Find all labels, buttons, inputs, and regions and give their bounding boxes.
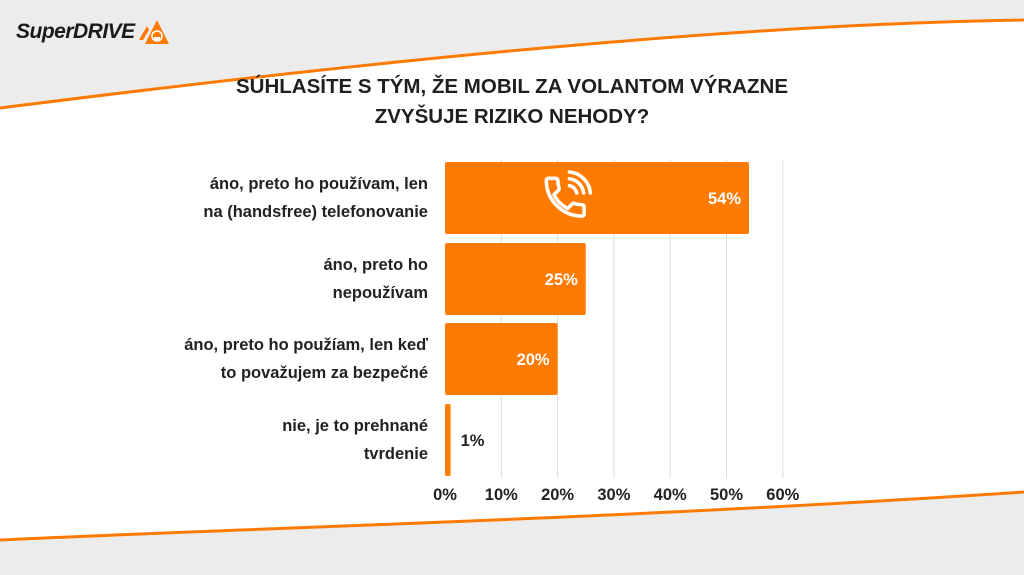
data-label: 20% <box>517 351 550 369</box>
bar <box>445 162 750 234</box>
category-label: na (handsfree) telefonovanie <box>203 203 428 221</box>
chart-title: SÚHLASÍTE S TÝM, ŽE MOBIL ZA VOLANTOM VÝ… <box>0 72 1024 132</box>
category-label: nepoužívam <box>333 284 428 302</box>
x-tick-label: 40% <box>654 486 687 504</box>
x-tick-label: 50% <box>710 486 743 504</box>
x-tick-label: 60% <box>766 486 799 504</box>
bar <box>445 404 451 476</box>
category-label: áno, preto ho použíam, len keď <box>184 336 428 354</box>
category-label: áno, preto ho <box>324 256 429 274</box>
chart-title-line-1: SÚHLASÍTE S TÝM, ŽE MOBIL ZA VOLANTOM VÝ… <box>236 75 788 98</box>
bar <box>445 243 586 315</box>
x-tick-label: 0% <box>433 486 457 504</box>
logo-text: SuperDRIVE <box>16 20 135 43</box>
x-tick-label: 30% <box>597 486 630 504</box>
category-label: to považujem za bezpečné <box>221 364 428 382</box>
phone-ringing-icon <box>544 170 593 218</box>
category-label: nie, je to prehnané <box>282 417 428 435</box>
data-label: 1% <box>461 432 485 450</box>
bar <box>445 323 558 395</box>
chart-title-line-2: ZVYŠUJE RIZIKO NEHODY? <box>374 105 650 128</box>
x-tick-label: 10% <box>485 486 518 504</box>
warning-triangle-icon <box>138 20 169 44</box>
category-label: tvrdenie <box>364 445 428 463</box>
data-label: 54% <box>708 190 741 208</box>
data-label: 25% <box>545 271 578 289</box>
superdrive-logo: SuperDRIVE <box>16 18 171 46</box>
x-tick-label: 20% <box>541 486 574 504</box>
category-label: áno, preto ho používam, len <box>210 175 428 193</box>
